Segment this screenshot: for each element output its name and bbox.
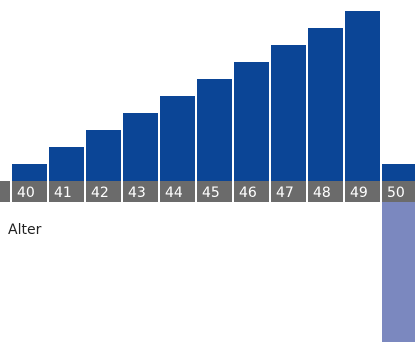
x-tick-label: 47: [276, 185, 294, 201]
x-tick-label: 50: [387, 185, 405, 201]
x-tick-label: 42: [91, 185, 109, 201]
bar-above-46: [234, 62, 269, 181]
x-tick-label: 41: [54, 185, 72, 201]
tick-divider-41: [47, 181, 49, 202]
tick-divider-46: [232, 181, 234, 202]
bar-above-47: [271, 45, 306, 181]
bars-above-axis: [12, 11, 415, 181]
bar-above-49: [345, 11, 380, 181]
bar-above-50: [382, 164, 415, 181]
x-axis-label: Alter: [8, 222, 42, 238]
bar-above-44: [160, 96, 195, 181]
x-tick-label: 49: [350, 185, 368, 201]
tick-divider-47: [269, 181, 271, 202]
x-tick-label: 46: [239, 185, 257, 201]
x-tick-label: 45: [202, 185, 220, 201]
tick-dividers: [10, 181, 382, 202]
bars-below-axis: [382, 202, 415, 342]
tick-divider-42: [84, 181, 86, 202]
x-tick-label: 48: [313, 185, 331, 201]
tick-divider-45: [195, 181, 197, 202]
bar-above-40: [12, 164, 47, 181]
bar-above-48: [308, 28, 343, 181]
x-axis-band: [0, 181, 415, 202]
bar-above-45: [197, 79, 232, 181]
x-tick-label: 43: [128, 185, 146, 201]
x-tick-label: 44: [165, 185, 183, 201]
bar-above-42: [86, 130, 121, 181]
tick-divider-50: [380, 181, 382, 202]
x-tick-label: 40: [17, 185, 35, 201]
tick-divider-49: [343, 181, 345, 202]
bar-above-43: [123, 113, 158, 181]
bar-below-50: [382, 202, 415, 342]
bar-above-41: [49, 147, 84, 181]
tick-divider-48: [306, 181, 308, 202]
tick-divider-44: [158, 181, 160, 202]
tick-divider-43: [121, 181, 123, 202]
tick-divider-40: [10, 181, 12, 202]
x-tick-labels: 40 41 42 43 44 45 46 47 48 49 50: [17, 185, 405, 201]
